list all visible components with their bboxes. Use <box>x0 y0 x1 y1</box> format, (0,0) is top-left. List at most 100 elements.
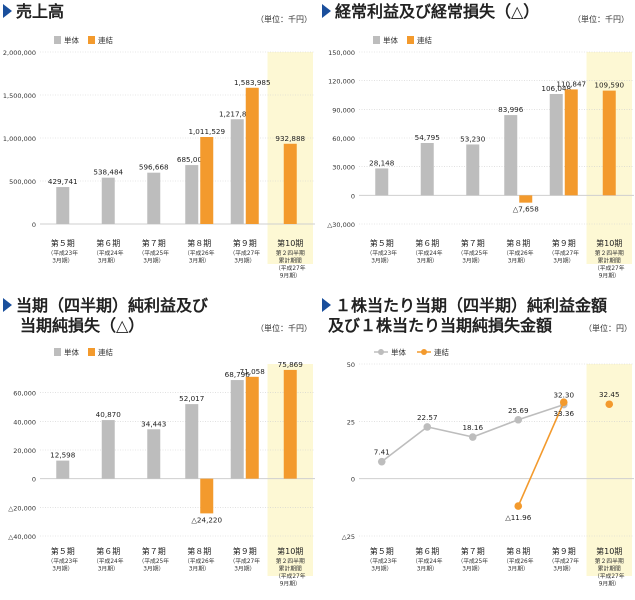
triangle-icon <box>322 298 331 312</box>
net-legend-swatch-consolidated <box>88 348 95 356</box>
sales-bar-single <box>147 172 161 224</box>
net-xtick-label: 第５期 <box>51 546 75 556</box>
eps-xtick-label: 第８期 <box>506 546 530 556</box>
eps-xtick-sublabel: 3月期） <box>462 566 483 573</box>
ordinary-title: 経常利益及び経常損失（△） <box>322 2 539 22</box>
sales-xtick-sublabel: （平成23年 <box>47 249 78 257</box>
ordinary-legend-swatch-consolidated <box>407 36 414 44</box>
sales-legend-label-single: 単体 <box>64 35 79 45</box>
sales-xtick-sublabel: 3月期） <box>189 258 210 265</box>
ordinary-xtick-sublabel: 9月期） <box>599 273 620 280</box>
net-xtick-sublabel: 3月期） <box>189 566 210 573</box>
ordinary-bar-single <box>420 142 434 196</box>
ordinary-xtick-sublabel: 累計期間 <box>598 257 621 265</box>
eps-point-single <box>514 415 523 424</box>
net-ytick-label: 0 <box>32 476 36 484</box>
eps-xtick-label: 第６期 <box>415 546 439 556</box>
net-xtick-label: 第９期 <box>233 546 257 556</box>
ordinary-xtick-label: 第９期 <box>552 238 576 248</box>
sales-bar-single <box>185 165 199 224</box>
sales-xtick-sublabel: （平成27年 <box>275 264 306 272</box>
eps-xtick-sublabel: （平成27年 <box>594 572 625 580</box>
net-panel: 当期（四半期）純利益及び 当期純損失（△） （単位：千円） △40,000 △20… <box>3 296 315 600</box>
ordinary-bar-consolidated <box>519 195 533 203</box>
net-data-label-single: 40,870 <box>96 410 122 419</box>
eps-point-single <box>423 423 432 431</box>
net-data-label-single: 12,598 <box>50 451 76 460</box>
sales-xtick-sublabel: 9月期） <box>280 273 301 280</box>
net-xtick-sublabel: 3月期） <box>98 566 119 573</box>
eps-title-2: 及び１株当たり当期純損失金額 <box>328 316 552 336</box>
eps-data-label-single: 18.16 <box>462 423 483 432</box>
net-data-label-consolidated: 75,869 <box>278 360 304 369</box>
eps-legend-marker-single <box>378 349 384 355</box>
sales-ytick-label: 1,000,000 <box>3 135 36 143</box>
ordinary-xtick-label: 第８期 <box>506 238 530 248</box>
net-xtick-label: 第６期 <box>96 546 120 556</box>
sales-bar-single <box>56 187 70 224</box>
sales-ytick-label: 0 <box>32 221 36 229</box>
sales-xtick-sublabel: （平成26年 <box>184 249 215 257</box>
eps-series-line-single <box>427 426 473 438</box>
eps-ytick-label: △25 <box>342 533 355 541</box>
sales-xtick-sublabel: 3月期） <box>234 258 255 265</box>
ordinary-bar-single <box>375 168 389 196</box>
triangle-icon <box>322 4 331 18</box>
ordinary-bar-consolidated <box>564 89 578 196</box>
ordinary-xtick-label: 第10期 <box>596 238 622 248</box>
eps-data-label-single: 25.69 <box>508 406 529 415</box>
net-bar-single <box>230 380 244 479</box>
net-bar-consolidated <box>200 478 214 514</box>
sales-xtick-sublabel: （平成27年 <box>229 249 260 257</box>
net-ytick-label: 60,000 <box>13 390 36 398</box>
net-title-line2: 当期純損失（△） <box>20 316 145 335</box>
net-chart: △40,000 △20,000 0 20,000 40,000 60,000 単体 連結第５期… <box>8 347 315 588</box>
eps-legend-label-single: 単体 <box>391 347 406 357</box>
eps-series-line-single <box>381 426 428 463</box>
eps-series-line-single <box>472 419 519 438</box>
sales-xtick-label: 第５期 <box>51 238 75 248</box>
sales-title: 売上高 <box>3 2 64 22</box>
sales-bar-consolidated <box>200 137 214 224</box>
ordinary-data-label-consolidated: 110,847 <box>556 79 586 88</box>
net-legend-label-single: 単体 <box>64 347 79 357</box>
eps-ytick-label: 25 <box>347 418 355 426</box>
sales-xtick-sublabel: （平成25年 <box>138 249 169 257</box>
net-data-label-single: 34,443 <box>141 419 166 428</box>
ordinary-ytick-label: 30,000 <box>332 164 355 172</box>
net-data-label-single: 68,796 <box>225 370 251 379</box>
ordinary-data-label-consolidated: 109,590 <box>594 81 624 90</box>
ordinary-xtick-sublabel: 3月期） <box>417 258 438 265</box>
net-xtick-sublabel: 第２四半期 <box>276 557 305 565</box>
net-xtick-sublabel: （平成24年 <box>93 557 124 565</box>
net-xtick-sublabel: （平成27年 <box>275 572 306 580</box>
eps-legend-marker-consolidated <box>421 349 427 355</box>
eps-data-label-consolidated: △11.96 <box>505 513 532 522</box>
net-ytick-label: 20,000 <box>13 447 36 455</box>
net-data-label-single: 52,017 <box>179 394 204 403</box>
ordinary-xtick-sublabel: 3月期） <box>508 258 529 265</box>
ordinary-ytick-label: 120,000 <box>328 78 355 86</box>
net-xtick-sublabel: 3月期） <box>52 566 73 573</box>
eps-title-line1: １株当たり当期（四半期）純利益金額 <box>335 296 608 315</box>
ordinary-xtick-label: 第７期 <box>461 238 485 248</box>
sales-chart: 0 500,000 1,000,000 1,500,000 2,000,000 単体 連結第… <box>3 35 315 280</box>
net-ytick-label: 40,000 <box>13 418 36 426</box>
sales-xtick-sublabel: 累計期間 <box>279 257 302 265</box>
net-xtick-label: 第８期 <box>187 546 211 556</box>
ordinary-data-label-consolidated: △7,658 <box>513 205 540 214</box>
ordinary-xtick-sublabel: （平成27年 <box>594 264 625 272</box>
triangle-icon <box>3 4 12 18</box>
eps-ytick-label: 0 <box>351 476 355 484</box>
sales-xtick-sublabel: 3月期） <box>52 258 73 265</box>
sales-unit: （単位：千円） <box>256 15 312 24</box>
sales-bar-consolidated <box>245 87 259 225</box>
ordinary-xtick-sublabel: 3月期） <box>371 258 392 265</box>
ordinary-data-label-single: 106,048 <box>541 84 571 93</box>
ordinary-panel: 経常利益及び経常損失（△） （単位：千円） △30,000 0 30,000 60,0… <box>322 2 634 294</box>
ordinary-xtick-label: 第５期 <box>370 238 394 248</box>
sales-title-text: 売上高 <box>16 2 65 21</box>
ordinary-ytick-label: 60,000 <box>332 135 355 143</box>
net-bar-single <box>56 460 70 479</box>
eps-point-consolidated <box>559 398 568 406</box>
